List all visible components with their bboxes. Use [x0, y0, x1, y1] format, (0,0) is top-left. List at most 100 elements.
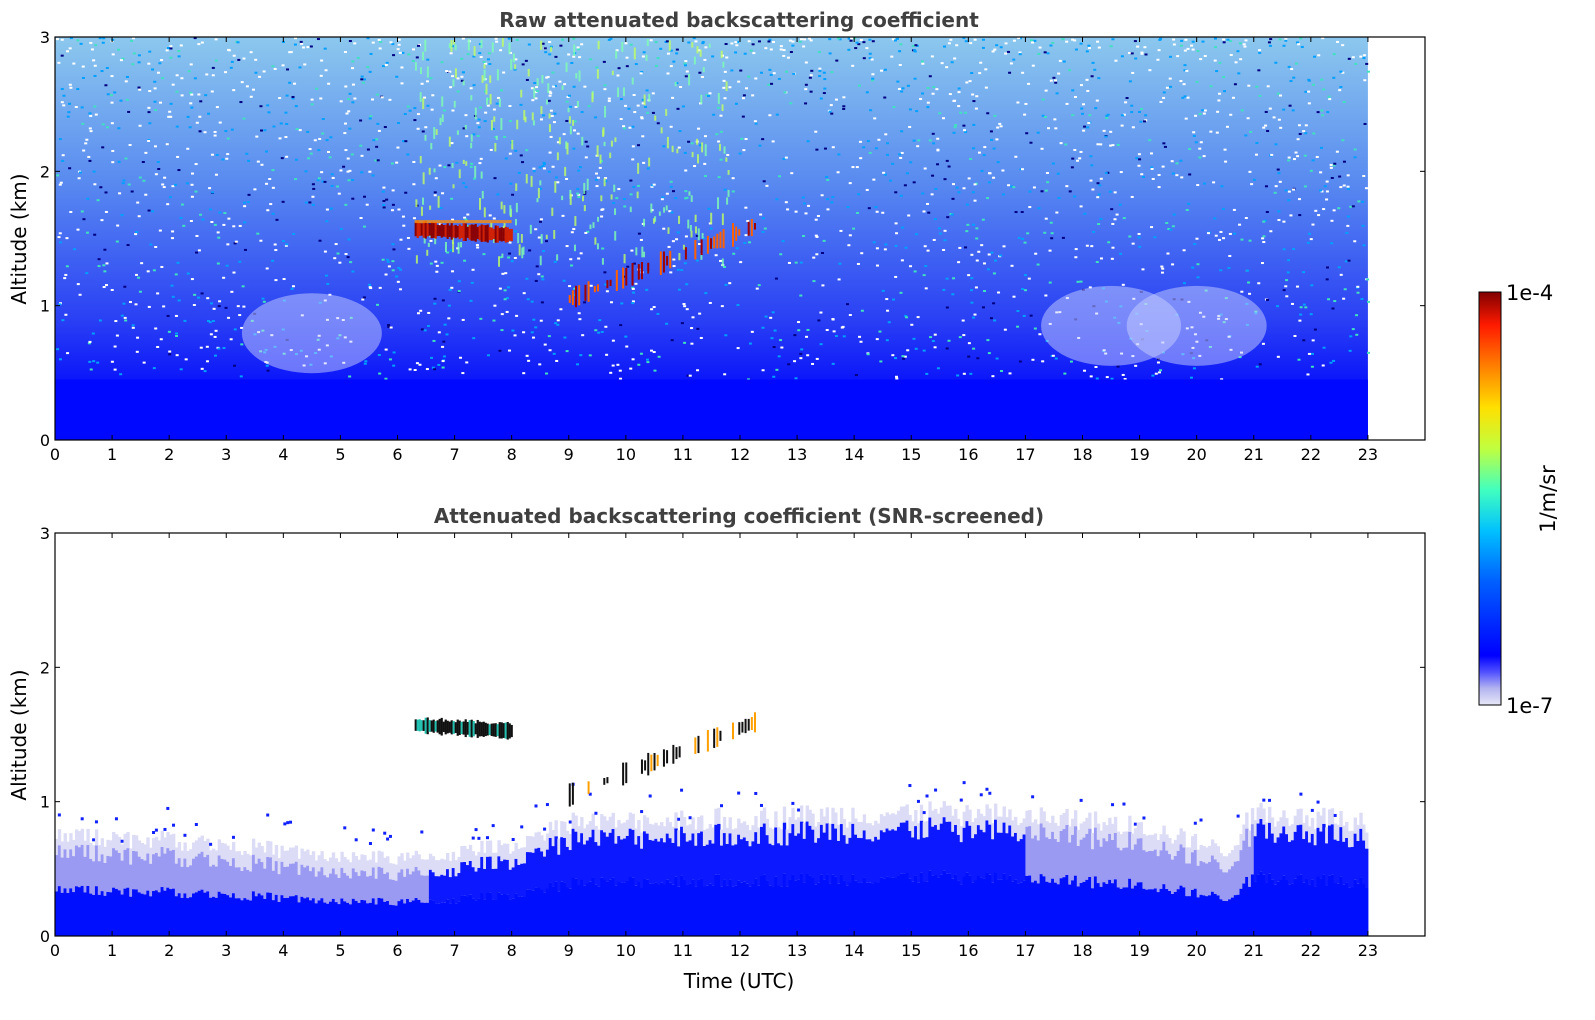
- bl-upper: [888, 830, 892, 879]
- bl-upper: [908, 831, 912, 879]
- noise-pixel: [1316, 111, 1320, 114]
- noise-pixel: [1347, 259, 1351, 262]
- aerosol-pixel: [480, 171, 483, 179]
- noise-pixel: [495, 102, 499, 105]
- noise-pixel: [534, 326, 538, 329]
- bl-upper: [956, 834, 961, 881]
- noise-pixel: [1121, 373, 1125, 376]
- bl-upper: [668, 838, 672, 883]
- aerosol-pixel: [689, 225, 692, 232]
- noise-pixel: [242, 305, 246, 308]
- bl-core: [991, 882, 995, 936]
- aerosol-pixel: [594, 237, 597, 245]
- noise-pixel: [102, 264, 106, 267]
- noise-pixel: [504, 272, 508, 275]
- noise-pixel: [544, 240, 548, 243]
- bl-fringe: [1350, 830, 1355, 847]
- noise-pixel: [1082, 129, 1086, 132]
- noise-pixel: [338, 261, 342, 264]
- aerosol-pixel: [691, 151, 694, 158]
- noise-pixel: [625, 56, 629, 59]
- x-tick-label: 15: [901, 445, 921, 464]
- noise-pixel: [1323, 185, 1327, 188]
- noise-pixel: [450, 286, 454, 289]
- bl-core: [931, 875, 935, 936]
- bl-fringe: [443, 859, 447, 876]
- noise-pixel: [315, 87, 319, 90]
- bl-fringe: [765, 819, 770, 836]
- noise-pixel: [972, 223, 976, 226]
- bl-upper: [540, 851, 544, 890]
- bl-fringe: [634, 828, 638, 845]
- noise-pixel: [1049, 79, 1053, 82]
- bl-core: [751, 883, 755, 936]
- noise-pixel: [969, 158, 973, 161]
- noise-pixel: [779, 339, 783, 342]
- noise-pixel: [964, 130, 968, 133]
- bl-fringe: [237, 851, 242, 868]
- noise-pixel: [641, 102, 645, 105]
- bl-fringe: [1019, 822, 1024, 840]
- bl-fringe: [1188, 847, 1192, 864]
- bl-speck: [545, 803, 549, 807]
- bl-fringe: [894, 814, 898, 831]
- noise-pixel: [913, 50, 917, 53]
- noise-pixel: [763, 227, 767, 230]
- noise-pixel: [717, 140, 721, 143]
- bl-fringe: [309, 854, 313, 872]
- bl-upper: [834, 828, 838, 877]
- noise-pixel: [464, 114, 468, 117]
- noise-pixel: [1087, 44, 1091, 47]
- bl-fringe: [948, 805, 952, 822]
- bl-fringe: [331, 852, 336, 869]
- cloud-mark: [456, 226, 459, 238]
- noise-pixel: [631, 300, 635, 303]
- bl-upper: [1262, 824, 1266, 875]
- bl-core: [69, 888, 73, 936]
- aerosol-pixel: [583, 182, 586, 195]
- bl-core: [868, 882, 872, 936]
- noise-pixel: [1187, 202, 1191, 205]
- bl-core: [754, 878, 758, 936]
- noise-pixel: [570, 264, 574, 267]
- noise-pixel: [1338, 89, 1342, 92]
- noise-pixel: [988, 172, 992, 175]
- noise-pixel: [1111, 144, 1115, 147]
- noise-pixel: [685, 283, 689, 286]
- noise-pixel: [541, 42, 545, 45]
- bl-core: [974, 880, 978, 936]
- noise-pixel: [350, 153, 354, 156]
- noise-pixel: [804, 61, 808, 64]
- noise-pixel: [1106, 113, 1110, 116]
- noise-pixel: [232, 225, 236, 228]
- bl-upper: [1188, 863, 1192, 897]
- noise-pixel: [179, 368, 183, 371]
- bl-core: [132, 889, 136, 936]
- bl-fringe: [1022, 818, 1026, 835]
- bl-upper: [680, 826, 684, 876]
- cloud-mark: [666, 750, 669, 764]
- noise-pixel: [549, 92, 553, 95]
- bl-fringe: [160, 830, 164, 847]
- noise-pixel: [363, 78, 367, 81]
- bl-upper: [1345, 838, 1349, 883]
- noise-pixel: [785, 70, 789, 73]
- bl-core: [934, 874, 938, 936]
- noise-pixel: [317, 149, 321, 152]
- bl-fringe: [714, 808, 718, 825]
- cloud-mark: [713, 236, 716, 249]
- cloud-mark: [482, 224, 485, 242]
- cloud-mark: [747, 221, 750, 236]
- cloud-mark: [438, 718, 441, 735]
- bl-upper: [485, 856, 490, 893]
- noise-pixel: [1138, 245, 1142, 248]
- noise-pixel: [1116, 143, 1120, 146]
- cloud-mark: [719, 730, 722, 741]
- bl-fringe: [737, 818, 741, 835]
- bl-fringe: [1290, 824, 1295, 841]
- aerosol-pixel: [464, 124, 467, 130]
- bl-fringe: [1091, 833, 1095, 850]
- noise-pixel: [60, 87, 64, 90]
- noise-pixel: [609, 37, 613, 40]
- bl-fringe: [956, 818, 961, 835]
